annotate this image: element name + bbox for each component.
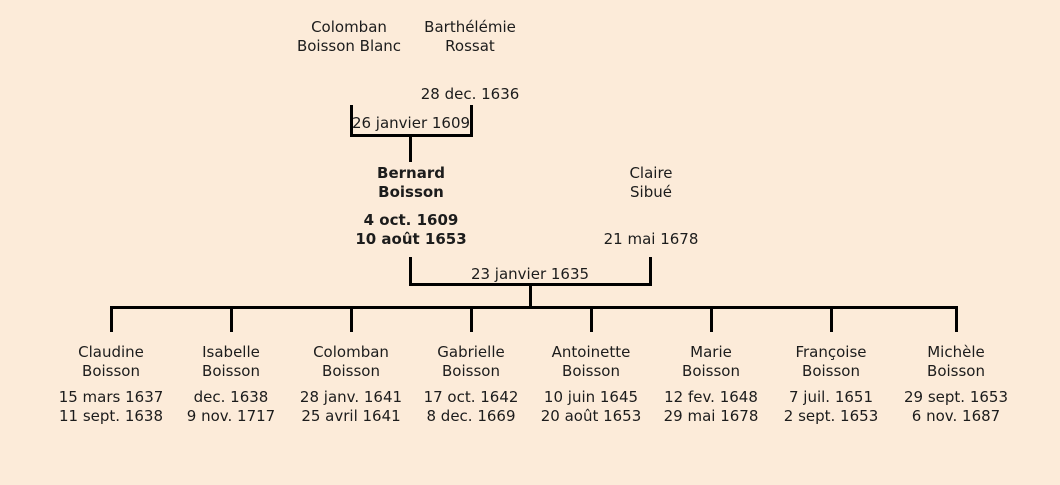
- death-date: 11 sept. 1638: [58, 407, 163, 425]
- name-line: Michèle: [927, 343, 985, 361]
- death-date: 25 avril 1641: [301, 407, 401, 425]
- marriage1-left-connector: [350, 105, 353, 137]
- name-line: Colomban: [311, 18, 387, 36]
- person-grandmother[interactable]: Barthélémie Rossat: [424, 18, 516, 56]
- birth-date: 10 juin 1645: [543, 388, 639, 406]
- death-date: 28 dec. 1636: [420, 85, 520, 103]
- child-dates: 15 mars 1637 11 sept. 1638: [59, 388, 164, 426]
- child-1-connector: [110, 306, 113, 332]
- name-line: Barthélémie: [424, 18, 516, 36]
- marriage2-left-connector: [409, 257, 412, 286]
- name-line: Boisson: [82, 362, 140, 380]
- marriage2-bar: [409, 283, 652, 286]
- name-line: Claire: [629, 164, 673, 182]
- birth-date: 7 juil. 1651: [788, 388, 874, 406]
- person-child-francoise[interactable]: Françoise Boisson: [795, 343, 866, 381]
- person-child-gabrielle[interactable]: Gabrielle Boisson: [437, 343, 504, 381]
- person-child-michele[interactable]: Michèle Boisson: [927, 343, 985, 381]
- person-father[interactable]: Bernard Boisson: [377, 164, 445, 202]
- child-2-connector: [230, 306, 233, 332]
- marriage2-date-label: 23 janvier 1635: [470, 265, 590, 283]
- person-child-antoinette[interactable]: Antoinette Boisson: [552, 343, 631, 381]
- person-child-colomban[interactable]: Colomban Boisson: [313, 343, 389, 381]
- siblings-bar: [110, 306, 958, 309]
- name-line: Boisson: [802, 362, 860, 380]
- name-line: Boisson: [927, 362, 985, 380]
- child-5-connector: [590, 306, 593, 332]
- name-line: Boisson Blanc: [296, 37, 402, 55]
- name-line: Boisson: [322, 362, 380, 380]
- name-line: Colomban: [313, 343, 389, 361]
- person-grandfather[interactable]: Colomban Boisson Blanc: [297, 18, 401, 56]
- person-child-isabelle[interactable]: Isabelle Boisson: [202, 343, 260, 381]
- death-date: 8 dec. 1669: [426, 407, 516, 425]
- birth-date: 15 mars 1637: [58, 388, 164, 406]
- child-3-connector: [350, 306, 353, 332]
- father-dates: 4 oct. 1609 10 août 1653: [355, 211, 466, 249]
- marriage1-right-connector: [470, 105, 473, 137]
- death-date: 6 nov. 1687: [911, 407, 1001, 425]
- name-line: Marie: [690, 343, 732, 361]
- child-dates: dec. 1638 9 nov. 1717: [187, 388, 275, 426]
- name-line: Françoise: [795, 343, 867, 361]
- child-7-connector: [830, 306, 833, 332]
- child-dates: 10 juin 1645 20 août 1653: [541, 388, 642, 426]
- name-line: Sibué: [630, 183, 672, 201]
- marriage1-date-label: 26 janvier 1609: [351, 114, 471, 132]
- person-child-marie[interactable]: Marie Boisson: [682, 343, 740, 381]
- death-date: 20 août 1653: [540, 407, 642, 425]
- child-4-connector: [470, 306, 473, 332]
- person-child-claudine[interactable]: Claudine Boisson: [78, 343, 144, 381]
- person-mother[interactable]: Claire Sibué: [629, 164, 672, 202]
- birth-date: dec. 1638: [193, 388, 269, 406]
- child-dates: 12 fev. 1648 29 mai 1678: [664, 388, 759, 426]
- birth-date: 4 oct. 1609: [363, 211, 459, 229]
- name-line: Boisson: [202, 362, 260, 380]
- name-line: Rossat: [445, 37, 495, 55]
- death-date: 29 mai 1678: [663, 407, 759, 425]
- child-dates: 28 janv. 1641 25 avril 1641: [300, 388, 402, 426]
- death-date: 21 mai 1678: [603, 230, 699, 248]
- name-line: Bernard: [377, 164, 445, 182]
- child-dates: 17 oct. 1642 8 dec. 1669: [424, 388, 519, 426]
- child-6-connector: [710, 306, 713, 332]
- birth-date: 12 fev. 1648: [664, 388, 758, 406]
- name-line: Isabelle: [202, 343, 260, 361]
- name-line: Gabrielle: [437, 343, 505, 361]
- death-date: 10 août 1653: [355, 230, 467, 248]
- child-8-connector: [955, 306, 958, 332]
- name-line: Claudine: [78, 343, 144, 361]
- birth-date: 29 sept. 1653: [903, 388, 1009, 406]
- marriage1-bar: [350, 134, 473, 137]
- child-dates: 29 sept. 1653 6 nov. 1687: [904, 388, 1008, 426]
- name-line: Boisson: [682, 362, 740, 380]
- name-line: Boisson: [442, 362, 500, 380]
- marriage2-child-connector: [529, 286, 532, 308]
- child-dates: 7 juil. 1651 2 sept. 1653: [784, 388, 878, 426]
- marriage2-right-connector: [649, 257, 652, 286]
- death-date: 2 sept. 1653: [783, 407, 879, 425]
- marriage1-child-connector: [409, 137, 412, 162]
- name-line: Boisson: [562, 362, 620, 380]
- name-line: Antoinette: [551, 343, 631, 361]
- death-date: 9 nov. 1717: [186, 407, 276, 425]
- birth-date: 17 oct. 1642: [423, 388, 519, 406]
- birth-date: 28 janv. 1641: [299, 388, 403, 406]
- name-line: Boisson: [378, 183, 444, 201]
